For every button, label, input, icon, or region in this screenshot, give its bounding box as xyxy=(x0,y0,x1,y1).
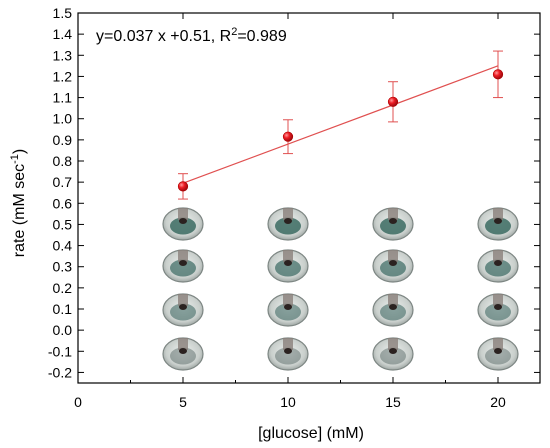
droplet-image xyxy=(267,249,309,283)
droplet-image xyxy=(267,293,309,327)
droplet-image xyxy=(267,337,309,371)
data-point xyxy=(177,181,189,192)
droplet-image xyxy=(372,293,414,327)
x-tick-label: 15 xyxy=(385,394,401,410)
fit-line xyxy=(182,65,499,184)
droplet-image xyxy=(267,207,309,241)
y-tick-label: 1.2 xyxy=(53,68,73,84)
fit-line-group xyxy=(182,65,499,184)
y-tick-label: 0.3 xyxy=(53,259,73,275)
droplet-image xyxy=(372,207,414,241)
droplet-image xyxy=(477,207,519,241)
regression-equation: y=0.037 x +0.51, R2=0.989 xyxy=(96,26,287,45)
y-tick-label: -0.2 xyxy=(48,364,72,380)
equation-superscript: 2 xyxy=(231,26,237,38)
y-tick-label: 0.6 xyxy=(53,195,73,211)
y-tick-label: 1.0 xyxy=(53,111,73,127)
y-tick-label: 1.4 xyxy=(53,26,73,42)
droplet-image xyxy=(477,249,519,283)
y-axis-ticks: -0.2 -0.1 0.0 0.1 0.2 0.3 0.4 0.5 0.6 0.7 0.8 0.9 1.… xyxy=(48,5,540,380)
x-tick-label: 5 xyxy=(179,394,187,410)
x-axis-title: [glucose] (mM) xyxy=(258,425,364,442)
data-points-group xyxy=(177,69,504,192)
plot-frame xyxy=(77,12,541,384)
droplet-image xyxy=(372,337,414,371)
y-axis-title-tail: ) xyxy=(11,149,28,154)
y-tick-label: 0.4 xyxy=(53,238,73,254)
droplet-image xyxy=(477,293,519,327)
y-axis-title: rate (mM sec-1) xyxy=(9,149,28,257)
y-tick-label: 0.0 xyxy=(53,322,73,338)
droplet-image xyxy=(372,249,414,283)
y-tick-label: 0.8 xyxy=(53,153,73,169)
y-tick-label: 1.5 xyxy=(53,5,73,21)
droplet-image xyxy=(162,293,204,327)
droplet-image-grid xyxy=(162,207,519,371)
data-point xyxy=(282,131,294,142)
equation-prefix: y=0.037 x +0.51, R xyxy=(96,28,231,45)
data-point xyxy=(492,69,504,80)
y-axis-title-superscript: -1 xyxy=(9,154,21,164)
x-tick-label: 10 xyxy=(280,394,296,410)
droplet-image xyxy=(162,249,204,283)
data-point xyxy=(387,96,399,107)
y-tick-label: 0.9 xyxy=(53,132,73,148)
y-tick-label: 0.2 xyxy=(53,280,73,296)
y-tick-label: 1.1 xyxy=(53,90,73,106)
x-axis-ticks: 0 5 10 15 20 xyxy=(74,13,506,410)
y-tick-label: 0.1 xyxy=(53,301,73,317)
y-axis-title-main: rate (mM sec xyxy=(11,164,28,257)
y-tick-label: 1.3 xyxy=(53,47,73,63)
droplet-image xyxy=(477,337,519,371)
droplet-image xyxy=(162,337,204,371)
x-tick-label: 0 xyxy=(74,394,82,410)
y-tick-label: 0.5 xyxy=(53,216,73,232)
equation-suffix: =0.989 xyxy=(237,28,286,45)
droplet-image xyxy=(162,207,204,241)
y-tick-label: -0.1 xyxy=(48,343,72,359)
x-tick-label: 20 xyxy=(490,394,506,410)
y-tick-label: 0.7 xyxy=(53,174,73,190)
